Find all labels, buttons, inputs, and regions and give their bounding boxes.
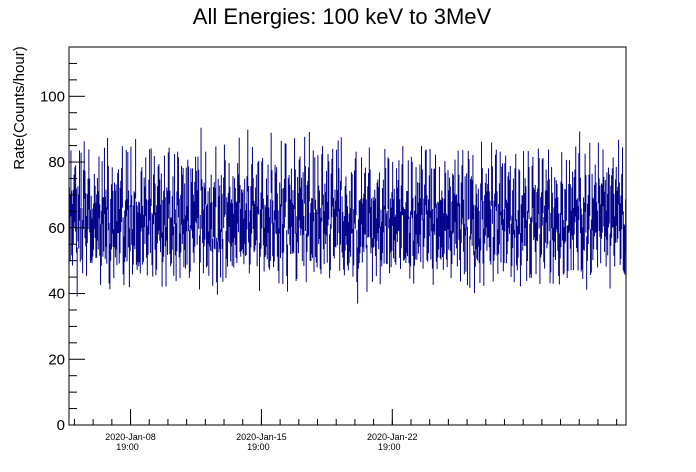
x-tick-label: 19:00 (247, 442, 270, 452)
y-tick-label: 100 (40, 88, 65, 105)
chart-title: All Energies: 100 keV to 3MeV (193, 4, 492, 29)
y-tick-label: 40 (48, 286, 65, 303)
x-tick-label: 2020-Jan-22 (367, 432, 418, 442)
x-tick-label: 2020-Jan-15 (236, 432, 287, 442)
x-tick-label: 19:00 (116, 442, 139, 452)
y-tick-label: 0 (57, 417, 65, 434)
y-axis: 0 20 40 60 80 100 (40, 62, 85, 434)
y-tick-label: 20 (48, 351, 65, 368)
y-tick-label: 80 (48, 154, 65, 171)
y-axis-label: Rate(Counts/hour) (11, 46, 28, 169)
data-layer (68, 127, 627, 304)
y-tick-label: 60 (48, 220, 65, 237)
x-axis: 2020-Jan-0819:002020-Jan-1519:002020-Jan… (73, 409, 618, 452)
x-tick-label: 2020-Jan-08 (105, 432, 156, 442)
x-tick-label: 19:00 (378, 442, 401, 452)
